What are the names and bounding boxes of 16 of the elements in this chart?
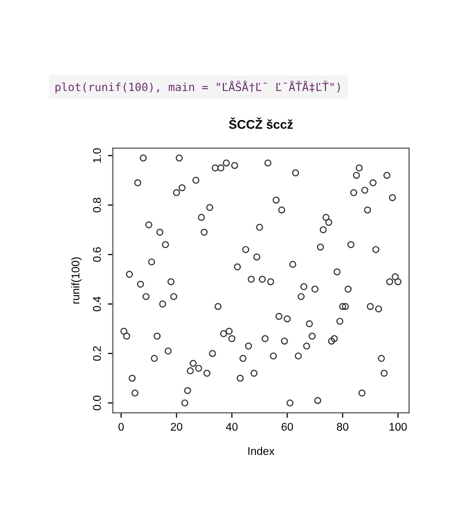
y-tick-label: 0.2 <box>93 346 101 361</box>
x-tick-label: 20 <box>170 422 182 431</box>
text: plot(runif(100), main = "ĽÅŠÅ†Ľ¯ Ľ¯ÅŤÅ‡ĽŤ") <box>56 80 340 94</box>
x-tick-label: 80 <box>336 422 348 431</box>
x-tick-label: 100 <box>390 422 407 431</box>
y-tick-label: 0.8 <box>93 198 101 212</box>
y-tick-label: 0.4 <box>93 296 101 312</box>
y-tick-label: 1.0 <box>93 148 101 162</box>
y-tick-label: 0.6 <box>93 247 101 262</box>
x-tick-label: 0 <box>118 422 124 431</box>
x-tick-label: 60 <box>282 422 293 431</box>
x-axis-title: Index <box>248 446 274 455</box>
x-tick-label: 40 <box>226 422 238 431</box>
y-axis-title: runif(100) <box>71 257 82 304</box>
chart-title: ŠCCŽ šccž <box>228 118 293 129</box>
y-tick-label: 0.0 <box>93 396 101 410</box>
